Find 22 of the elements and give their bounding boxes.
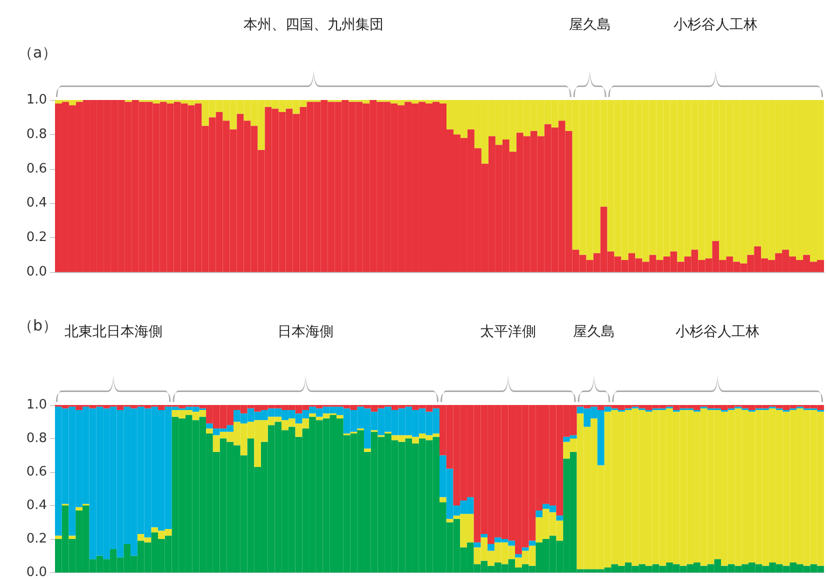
y-tick-label: 1.0 bbox=[26, 398, 47, 412]
text: 本州、四国、九州集団 bbox=[244, 17, 384, 33]
text: 小杉谷人工林 bbox=[676, 324, 760, 340]
y-tick-label: 0.0 bbox=[26, 264, 47, 280]
y-tick-label: 0.4 bbox=[26, 498, 47, 513]
y-tick-label: 0.2 bbox=[26, 230, 47, 246]
y-tick-label: 0.8 bbox=[26, 126, 47, 142]
y-tick-label: 0.4 bbox=[26, 196, 47, 211]
chart-title: （b） bbox=[18, 316, 58, 334]
text: 屋久島 bbox=[568, 17, 611, 33]
text: 日本海側 bbox=[278, 324, 334, 340]
text: 北東北日本海側 bbox=[64, 324, 162, 340]
y-tick-label: 0.2 bbox=[26, 532, 47, 546]
y-tick-label: 0.6 bbox=[26, 161, 47, 176]
text: 太平洋側 bbox=[480, 324, 536, 340]
chart-title: （a） bbox=[18, 44, 58, 62]
y-tick-label: 0.6 bbox=[26, 464, 47, 480]
y-tick-label: 0.8 bbox=[26, 431, 47, 446]
y-tick-label: 0.0 bbox=[26, 565, 47, 579]
y-tick-label: 1.0 bbox=[26, 92, 47, 108]
text: 小杉谷人工林 bbox=[674, 17, 758, 33]
text: 屋久島 bbox=[572, 324, 615, 340]
